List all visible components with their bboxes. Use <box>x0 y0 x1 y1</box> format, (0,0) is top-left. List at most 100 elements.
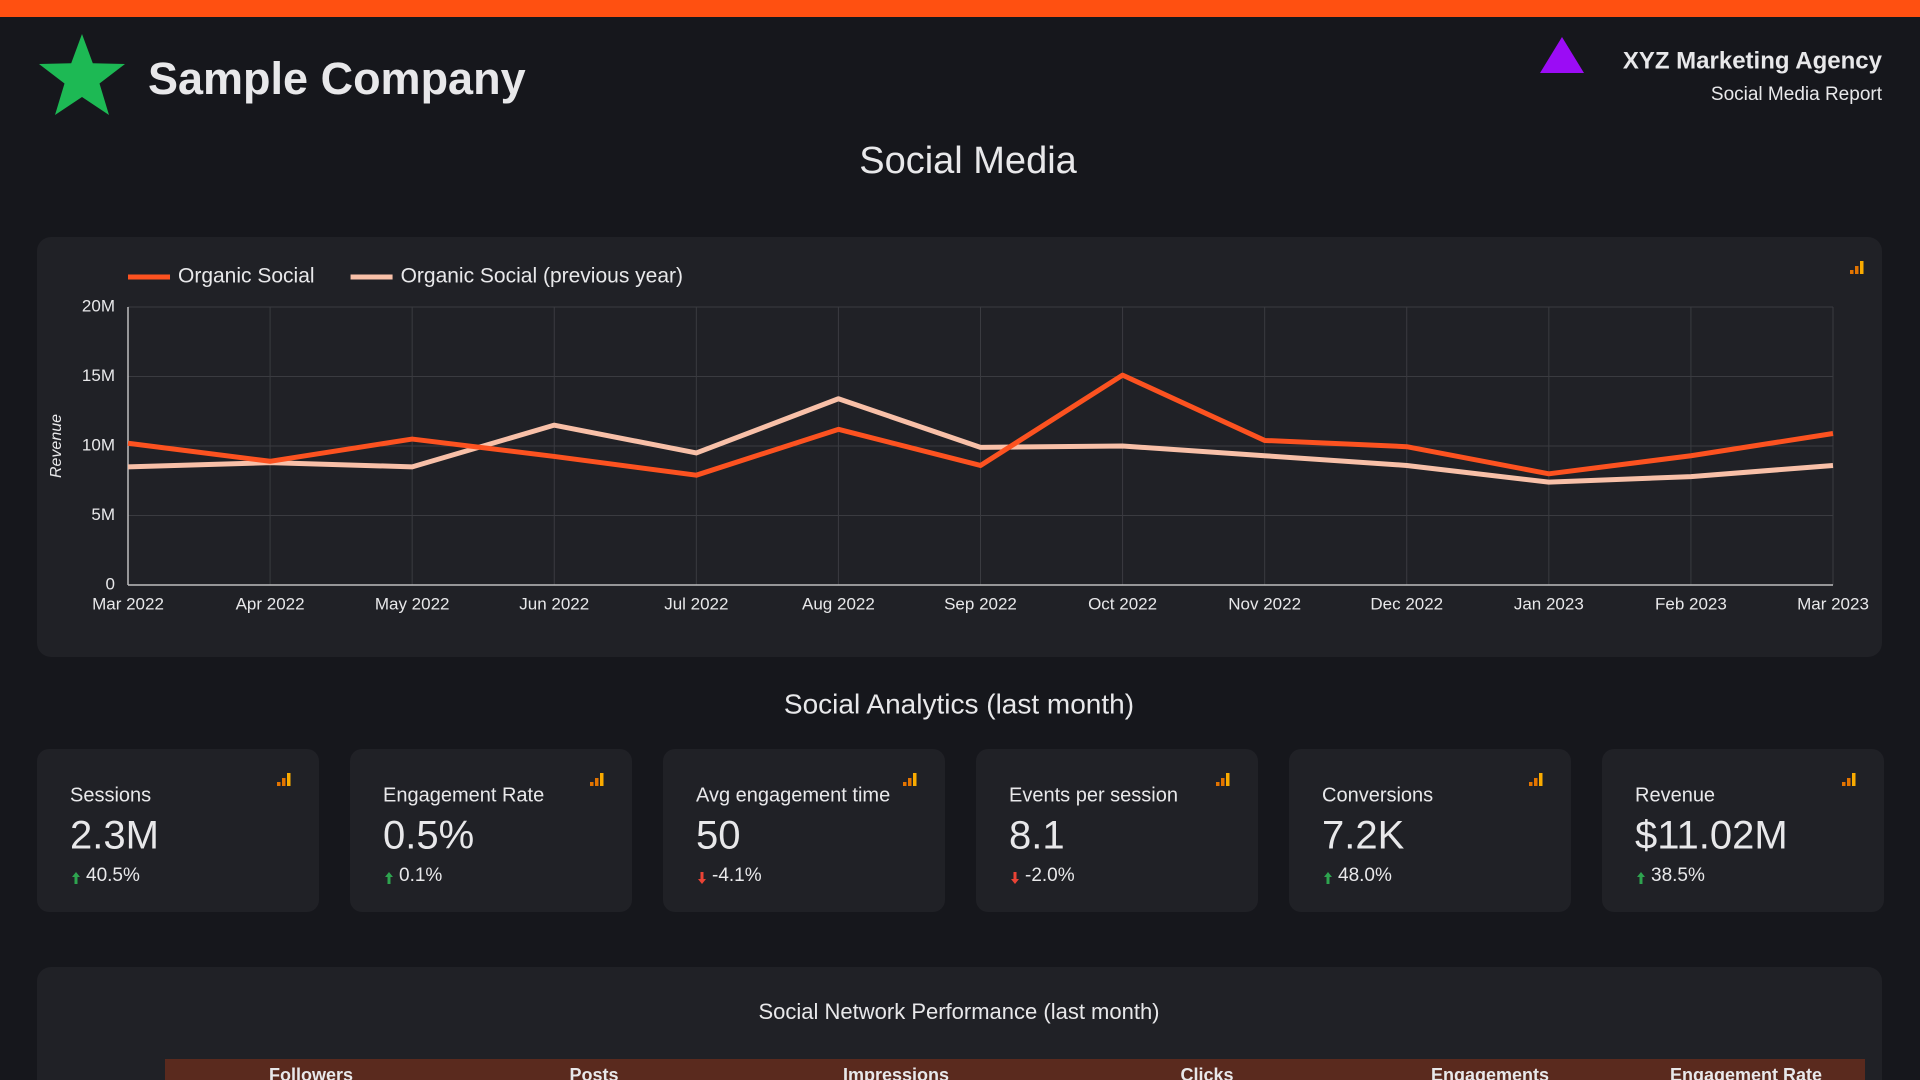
kpi-label: Avg engagement time <box>696 784 890 806</box>
table-title: Social Network Performance (last month) <box>758 999 1159 1024</box>
chart-icon-bar <box>282 778 286 786</box>
kpi-value: 7.2K <box>1322 814 1405 858</box>
x-tick-label: Oct 2022 <box>1088 594 1157 613</box>
trend-arrow <box>385 872 393 877</box>
chart-icon-bar <box>1216 782 1220 786</box>
company-logo <box>39 34 125 115</box>
chart-icon-bar <box>1221 778 1225 786</box>
chart-icon-bar <box>1855 266 1859 274</box>
chart-card <box>37 237 1882 657</box>
trend-arrow-stem <box>1013 872 1017 879</box>
kpi-label: Sessions <box>70 784 151 806</box>
x-tick-label: Jan 2023 <box>1514 594 1584 613</box>
report-name: Social Media Report <box>1711 84 1883 105</box>
kpi-label: Engagement Rate <box>383 784 544 806</box>
trend-arrow <box>72 872 80 877</box>
legend-label: Organic Social <box>178 265 315 288</box>
trend-arrow-stem <box>74 877 78 884</box>
kpi-change: -4.1% <box>712 865 762 886</box>
section-title: Social Analytics (last month) <box>784 688 1134 719</box>
company-name: Sample Company <box>148 53 526 104</box>
trend-arrow-stem <box>1639 877 1643 884</box>
trend-arrow-stem <box>1326 877 1330 884</box>
x-tick-label: Feb 2023 <box>1655 594 1727 613</box>
chart-icon-bar <box>1529 782 1533 786</box>
chart-icon-bar <box>1847 778 1851 786</box>
kpi-card <box>1289 749 1571 912</box>
chart-icon-bar <box>1850 270 1854 274</box>
chart-icon-bar <box>595 778 599 786</box>
kpi-label: Revenue <box>1635 784 1715 806</box>
x-tick-label: Jul 2022 <box>664 594 728 613</box>
agency-name: XYZ Marketing Agency <box>1623 47 1883 74</box>
kpi-value: 50 <box>696 814 741 858</box>
chart-icon-bar <box>1534 778 1538 786</box>
chart-icon-bar <box>903 782 907 786</box>
chart-icon-bar <box>913 773 917 786</box>
trend-arrow-stem <box>700 872 704 879</box>
chart-icon-bar <box>908 778 912 786</box>
generated: 0 5M 10M 15M 20M Mar 2022 Apr 2022 May 2022 Jun … <box>37 261 1884 1080</box>
kpi-value: 0.5% <box>383 814 474 858</box>
chart-icon-bar <box>1226 773 1230 786</box>
kpi-card <box>663 749 945 912</box>
column-header: Followers <box>269 1065 353 1080</box>
chart-icon-bar <box>1842 782 1846 786</box>
trend-arrow-stem <box>387 877 391 884</box>
chart-icon-bar <box>1852 773 1856 786</box>
kpi-value: 8.1 <box>1009 814 1065 858</box>
x-tick-label: Aug 2022 <box>802 594 875 613</box>
kpi-card <box>37 749 319 912</box>
x-tick-label: May 2022 <box>375 594 450 613</box>
x-tick-label: Mar 2023 <box>1797 594 1869 613</box>
chart-icon-bar <box>1860 261 1864 274</box>
x-tick-label: Sep 2022 <box>944 594 1017 613</box>
trend-arrow <box>698 879 706 884</box>
kpi-card <box>1602 749 1884 912</box>
kpi-card <box>976 749 1258 912</box>
y-tick-label: 20M <box>82 296 115 315</box>
kpi-card <box>350 749 632 912</box>
kpi-change: 40.5% <box>86 865 140 886</box>
column-header: Posts <box>569 1065 618 1080</box>
top-bar <box>0 0 1920 17</box>
y-tick-label: 15M <box>82 366 115 385</box>
column-header: Engagement Rate <box>1670 1065 1822 1080</box>
y-tick-label: 0 <box>106 574 115 593</box>
kpi-label: Events per session <box>1009 784 1178 806</box>
trend-arrow <box>1324 872 1332 877</box>
kpi-change: 38.5% <box>1651 865 1705 886</box>
x-tick-label: Dec 2022 <box>1370 594 1443 613</box>
table-card <box>37 967 1882 1080</box>
chart-icon-bar <box>600 773 604 786</box>
series-line <box>127 372 1834 478</box>
column-header: Engagements <box>1431 1065 1549 1080</box>
kpi-change: 48.0% <box>1338 865 1392 886</box>
chart-icon-bar <box>590 782 594 786</box>
kpi-change: -2.0% <box>1025 865 1075 886</box>
x-tick-label: Jun 2022 <box>519 594 589 613</box>
y-axis-label: Revenue <box>48 414 65 478</box>
table-header <box>165 1059 1865 1080</box>
kpi-value: $11.02M <box>1635 814 1788 858</box>
series-line <box>127 396 1834 485</box>
chart-icon-bar <box>287 773 291 786</box>
column-header: Clicks <box>1180 1065 1233 1080</box>
page-title: Social Media <box>859 140 1077 182</box>
chart-icon-bar <box>277 782 281 786</box>
chart-icon-bar <box>1539 773 1543 786</box>
x-tick-label: Nov 2022 <box>1228 594 1301 613</box>
trend-arrow <box>1011 879 1019 884</box>
legend-label: Organic Social (previous year) <box>401 265 683 288</box>
y-tick-label: 5M <box>91 505 115 524</box>
kpi-change: 0.1% <box>399 865 442 886</box>
kpi-label: Conversions <box>1322 784 1433 806</box>
trend-arrow <box>1637 872 1645 877</box>
kpi-value: 2.3M <box>70 814 159 858</box>
agency-logo <box>1540 37 1584 73</box>
x-tick-label: Mar 2022 <box>92 594 164 613</box>
x-tick-label: Apr 2022 <box>236 594 305 613</box>
y-tick-label: 10M <box>82 435 115 454</box>
